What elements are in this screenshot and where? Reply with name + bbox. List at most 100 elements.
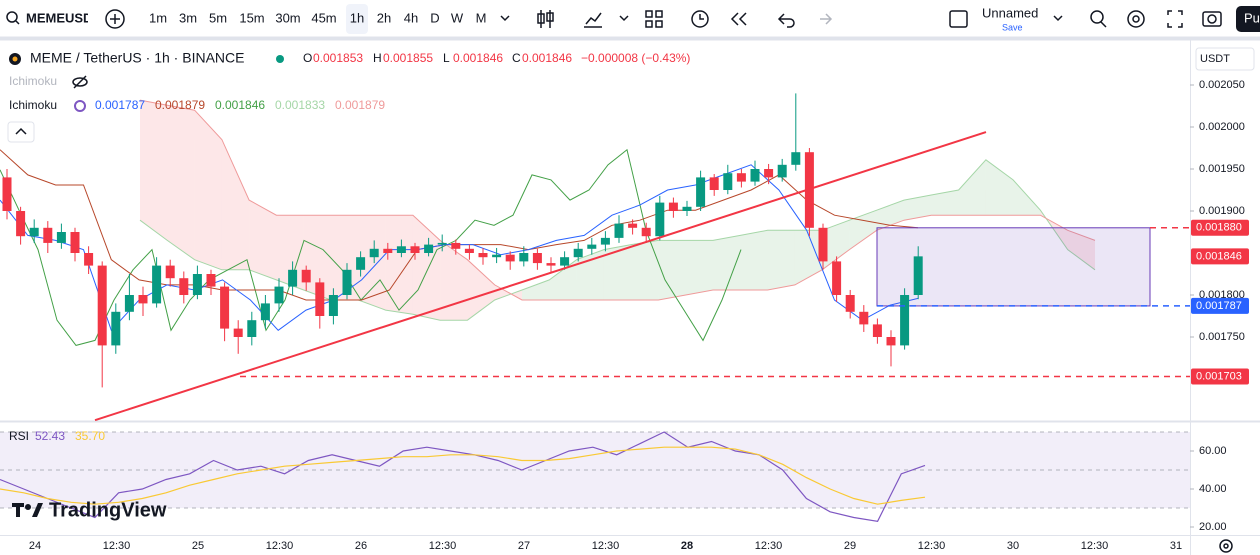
candle-body <box>614 223 624 238</box>
interval[interactable]: 3m <box>179 10 197 25</box>
redo-button[interactable] <box>820 13 833 25</box>
interval[interactable]: 45m <box>311 10 336 25</box>
toolbar <box>0 0 1260 38</box>
candle-body <box>764 169 774 178</box>
last-price-label: 0.001846 <box>1196 250 1242 262</box>
candle-body <box>832 261 842 295</box>
cloud-fill <box>958 159 986 216</box>
hidden-eye-icon[interactable] <box>72 75 88 89</box>
brand-logo <box>12 503 43 517</box>
cloud-fill <box>249 200 277 280</box>
candle-body <box>777 164 787 178</box>
cloud-fill <box>412 215 441 321</box>
interval[interactable]: 1m <box>149 10 167 25</box>
x-tick-label: 12:30 <box>1081 540 1109 552</box>
interval-dropdown[interactable] <box>500 15 510 22</box>
symbol[interactable]: MEMEUSDT <box>26 10 100 25</box>
candle-body <box>70 232 80 253</box>
publish-button[interactable] <box>1236 6 1260 32</box>
indicators-button[interactable] <box>584 12 602 28</box>
indicator-name[interactable]: Ichimoku <box>9 98 57 112</box>
y-tick-label: 0.001950 <box>1199 163 1245 175</box>
candle-body <box>723 173 733 190</box>
level-label: 0.001880 <box>1196 222 1242 234</box>
candle-body <box>260 303 270 321</box>
interval[interactable]: 5m <box>209 10 227 25</box>
indicator-value: 0.001833 <box>275 98 325 112</box>
indicator-value: 0.001879 <box>335 98 385 112</box>
candle-body <box>437 242 447 245</box>
layout-button[interactable] <box>645 10 663 28</box>
candle-body <box>709 177 719 190</box>
rsi-y-tick-label: 60.00 <box>1199 445 1227 457</box>
candle-body <box>84 253 94 266</box>
fullscreen-button[interactable] <box>1167 10 1183 28</box>
replay-button[interactable] <box>730 12 747 26</box>
candle-body <box>505 254 515 262</box>
indicators-dropdown[interactable] <box>619 15 629 22</box>
x-tick-label: 12:30 <box>266 540 294 552</box>
indicator-icon[interactable] <box>74 100 86 112</box>
currency[interactable]: USDT <box>1200 53 1230 65</box>
interval[interactable]: 30m <box>275 10 300 25</box>
legend-change: −0.000008 (−0.43%) <box>581 51 690 65</box>
candle-body <box>179 278 189 295</box>
span-b <box>139 99 1096 301</box>
undo-button[interactable] <box>777 13 795 28</box>
interval[interactable]: M <box>476 10 487 25</box>
cloud-fill <box>140 100 168 241</box>
candle-body <box>750 169 760 182</box>
interval[interactable]: 1h <box>350 10 364 25</box>
cloud-fill <box>522 279 550 301</box>
interval[interactable]: 2h <box>377 10 391 25</box>
hidden-indicator[interactable]: Ichimoku <box>9 74 57 88</box>
currency-selector[interactable] <box>1195 47 1255 71</box>
cloud-fill <box>658 240 686 301</box>
screenshot-button[interactable] <box>1202 11 1222 27</box>
level-tag <box>1191 368 1249 385</box>
interval[interactable]: D <box>430 10 439 25</box>
cloud-fill <box>440 240 468 321</box>
collapse-button[interactable] <box>7 121 35 143</box>
chart-type-button[interactable] <box>537 10 554 28</box>
candle-body <box>464 248 474 253</box>
save-label[interactable]: Save <box>1002 22 1023 32</box>
rsi-line <box>0 446 926 505</box>
quick-search[interactable] <box>1090 10 1107 28</box>
interval[interactable]: 4h <box>404 10 418 25</box>
cloud-fill <box>1067 230 1095 270</box>
lagging-span <box>0 148 742 346</box>
candle-body <box>696 177 706 207</box>
market-status <box>276 55 284 63</box>
candle-body <box>356 257 366 270</box>
axis-settings[interactable] <box>1219 539 1233 553</box>
ohlc-value: 0.001853 <box>313 51 363 65</box>
settings-button[interactable] <box>1127 10 1145 28</box>
candle-body <box>29 227 39 237</box>
candle-body <box>628 223 638 228</box>
rsi-value: 35.70 <box>75 429 105 443</box>
cloud-fill <box>1013 179 1041 216</box>
compare-button[interactable] <box>105 9 125 29</box>
x-tick-label: 12:30 <box>103 540 131 552</box>
interval[interactable]: 15m <box>239 10 264 25</box>
x-tick-label: 12:30 <box>592 540 620 552</box>
ohlc-value: 0.001846 <box>453 51 503 65</box>
ohlc-label: L <box>443 51 450 65</box>
interval[interactable]: W <box>451 10 464 25</box>
layout-dropdown[interactable] <box>1053 15 1063 22</box>
alert-button[interactable] <box>691 10 709 28</box>
y-tick-label: 0.002050 <box>1199 79 1245 91</box>
x-tick-label: 29 <box>844 540 856 552</box>
layout-icon[interactable] <box>949 10 968 28</box>
cloud-fill <box>167 105 195 260</box>
candle-body <box>845 295 855 312</box>
layout-name[interactable]: Unnamed <box>982 5 1038 20</box>
collapse-arrow[interactable] <box>15 127 27 135</box>
trendline <box>94 131 987 421</box>
x-tick-label: 27 <box>518 540 530 552</box>
candle-body <box>641 227 651 237</box>
candle-body <box>655 202 665 237</box>
search-icon[interactable] <box>6 11 20 25</box>
publish-label[interactable]: Pu <box>1244 10 1260 25</box>
